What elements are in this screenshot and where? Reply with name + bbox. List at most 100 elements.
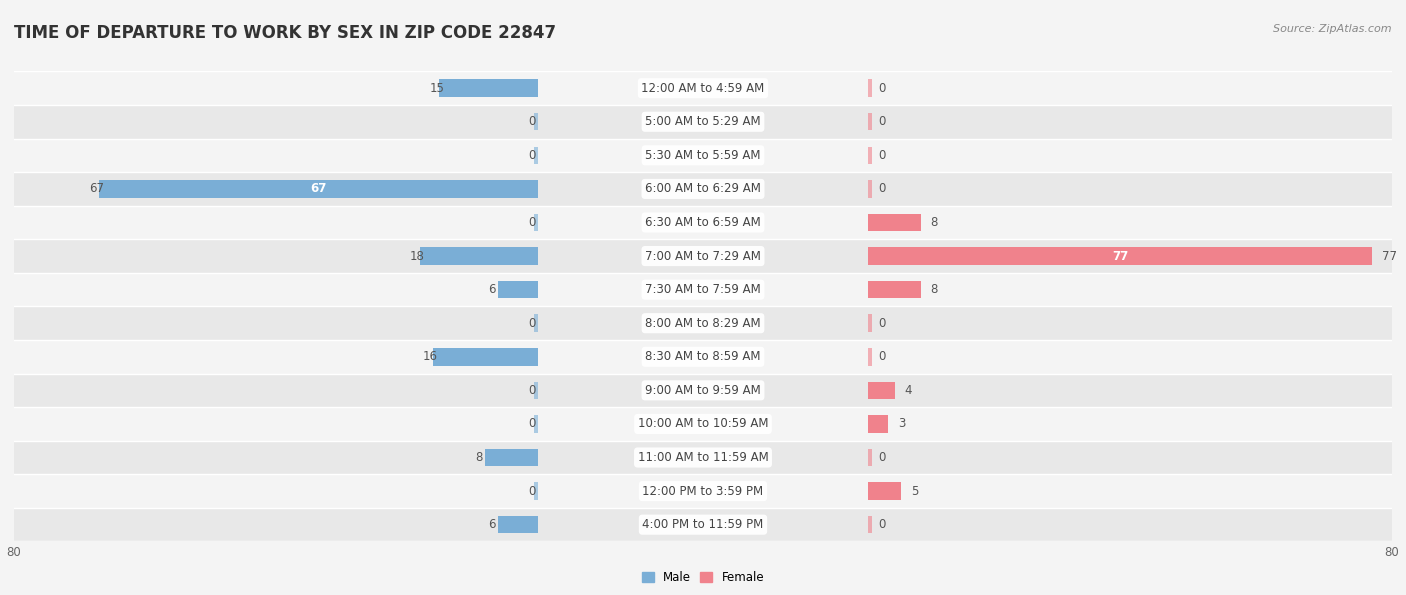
Bar — [14, 508, 537, 541]
Bar — [869, 180, 872, 198]
Bar — [537, 374, 869, 407]
Bar — [869, 340, 1392, 374]
Text: 3: 3 — [898, 418, 905, 430]
Text: 8: 8 — [931, 283, 938, 296]
Bar — [420, 248, 537, 265]
Bar — [498, 281, 537, 298]
Text: 67: 67 — [90, 183, 104, 195]
Text: 4:00 PM to 11:59 PM: 4:00 PM to 11:59 PM — [643, 518, 763, 531]
Text: 0: 0 — [527, 384, 536, 397]
Bar — [869, 105, 1392, 139]
Bar — [537, 172, 869, 206]
Bar — [537, 407, 869, 441]
Bar — [869, 483, 901, 500]
Bar — [869, 306, 1392, 340]
Bar — [869, 139, 1392, 172]
Bar — [14, 71, 537, 105]
Bar — [537, 71, 869, 105]
Bar — [534, 146, 537, 164]
Bar — [537, 105, 869, 139]
Text: 8: 8 — [931, 216, 938, 229]
Bar — [14, 306, 537, 340]
Bar — [869, 508, 1392, 541]
Bar — [14, 105, 537, 139]
Bar — [534, 483, 537, 500]
Bar — [869, 381, 894, 399]
Bar — [14, 273, 537, 306]
Bar — [534, 113, 537, 130]
Bar — [869, 113, 872, 130]
Text: 0: 0 — [527, 216, 536, 229]
Bar — [534, 415, 537, 433]
Bar — [869, 206, 1392, 239]
Text: 0: 0 — [879, 82, 886, 95]
Text: 7:30 AM to 7:59 AM: 7:30 AM to 7:59 AM — [645, 283, 761, 296]
Text: 67: 67 — [311, 183, 326, 195]
Bar — [869, 146, 872, 164]
Bar — [869, 441, 1392, 474]
Text: 12:00 AM to 4:59 AM: 12:00 AM to 4:59 AM — [641, 82, 765, 95]
Text: 77: 77 — [1112, 249, 1129, 262]
Bar — [433, 348, 537, 365]
Text: 18: 18 — [411, 249, 425, 262]
Bar — [537, 139, 869, 172]
Text: TIME OF DEPARTURE TO WORK BY SEX IN ZIP CODE 22847: TIME OF DEPARTURE TO WORK BY SEX IN ZIP … — [14, 24, 557, 42]
Bar — [537, 441, 869, 474]
Legend: Male, Female: Male, Female — [637, 566, 769, 589]
Bar — [869, 71, 1392, 105]
Text: 0: 0 — [527, 115, 536, 129]
Bar — [534, 381, 537, 399]
Text: 8:00 AM to 8:29 AM: 8:00 AM to 8:29 AM — [645, 317, 761, 330]
Bar — [100, 180, 537, 198]
Bar — [869, 281, 921, 298]
Text: 15: 15 — [430, 82, 444, 95]
Bar — [869, 315, 872, 332]
Text: 6: 6 — [488, 518, 496, 531]
Bar — [869, 474, 1392, 508]
Text: 9:00 AM to 9:59 AM: 9:00 AM to 9:59 AM — [645, 384, 761, 397]
Bar — [14, 441, 537, 474]
Text: 7:00 AM to 7:29 AM: 7:00 AM to 7:29 AM — [645, 249, 761, 262]
Text: 4: 4 — [904, 384, 912, 397]
Bar — [14, 407, 537, 441]
Bar — [869, 374, 1392, 407]
Bar — [537, 474, 869, 508]
Text: 0: 0 — [879, 149, 886, 162]
Bar — [537, 508, 869, 541]
Bar — [537, 239, 869, 273]
Text: 8: 8 — [475, 451, 482, 464]
Bar — [869, 449, 872, 466]
Bar — [537, 273, 869, 306]
Bar — [869, 248, 1372, 265]
Bar — [498, 516, 537, 533]
Bar — [14, 474, 537, 508]
Text: 0: 0 — [879, 183, 886, 195]
Text: 0: 0 — [879, 317, 886, 330]
Bar — [869, 407, 1392, 441]
Text: 0: 0 — [527, 317, 536, 330]
Text: 0: 0 — [879, 518, 886, 531]
Text: 16: 16 — [423, 350, 439, 364]
Bar — [869, 80, 872, 97]
Text: 5: 5 — [911, 484, 918, 497]
Bar — [14, 139, 537, 172]
Bar — [869, 415, 889, 433]
Bar — [869, 172, 1392, 206]
Text: 0: 0 — [527, 149, 536, 162]
Text: 0: 0 — [527, 484, 536, 497]
Bar — [440, 80, 537, 97]
Text: 5:30 AM to 5:59 AM: 5:30 AM to 5:59 AM — [645, 149, 761, 162]
Text: 0: 0 — [879, 350, 886, 364]
Bar — [14, 172, 537, 206]
Bar — [14, 340, 537, 374]
Bar — [537, 206, 869, 239]
Bar — [537, 340, 869, 374]
Bar — [534, 214, 537, 231]
Text: 11:00 AM to 11:59 AM: 11:00 AM to 11:59 AM — [638, 451, 768, 464]
Text: 6: 6 — [488, 283, 496, 296]
Bar — [869, 273, 1392, 306]
Text: 8:30 AM to 8:59 AM: 8:30 AM to 8:59 AM — [645, 350, 761, 364]
Bar — [14, 374, 537, 407]
Bar — [869, 516, 872, 533]
Text: 6:30 AM to 6:59 AM: 6:30 AM to 6:59 AM — [645, 216, 761, 229]
